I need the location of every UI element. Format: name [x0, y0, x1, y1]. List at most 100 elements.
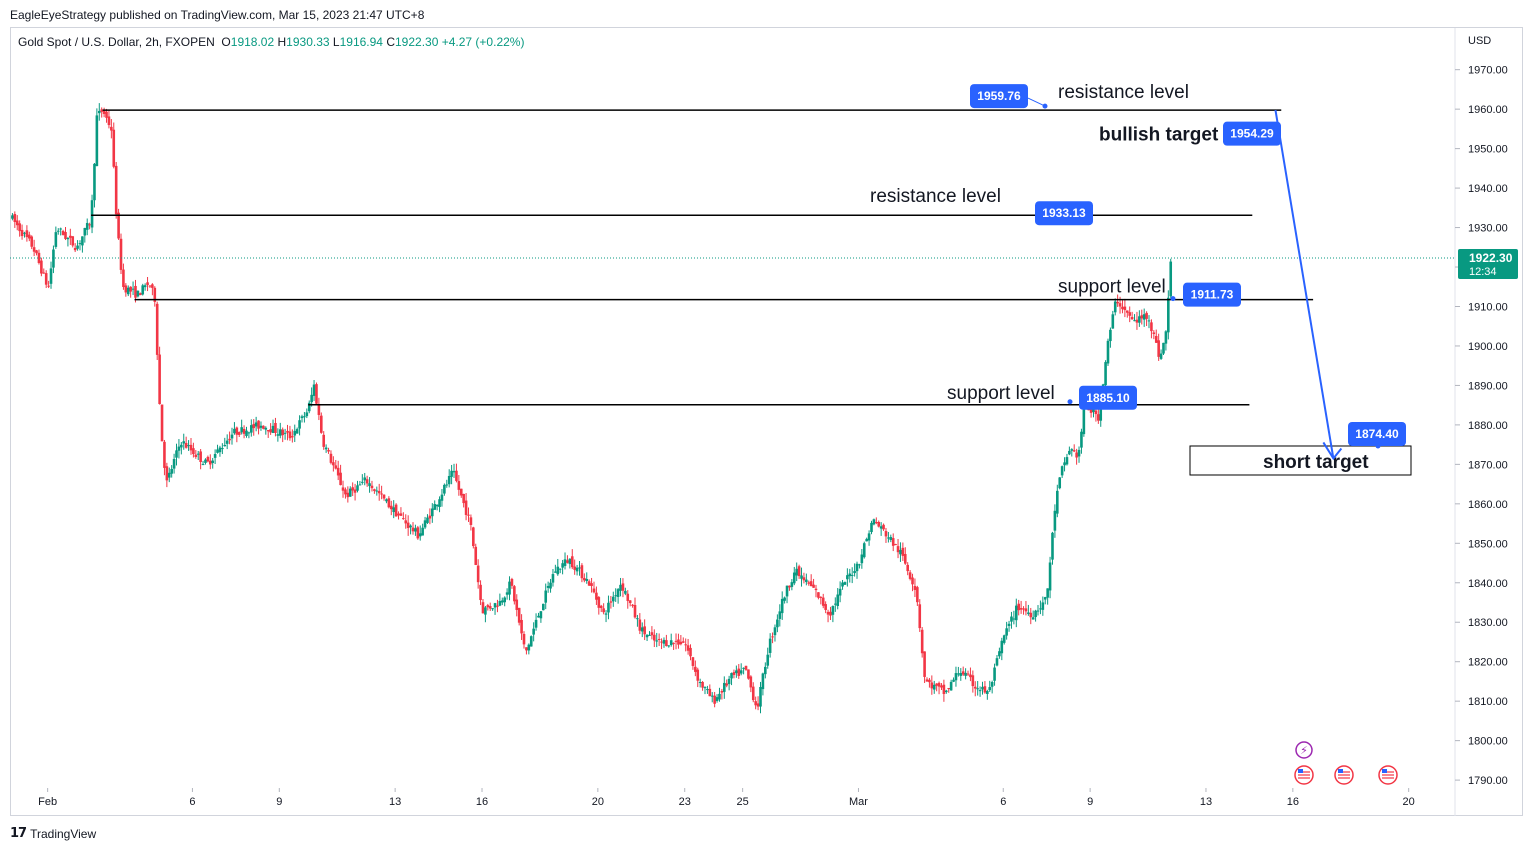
candle-body: [23, 232, 26, 234]
candle-body: [1159, 353, 1163, 359]
candle-body: [165, 466, 169, 481]
candle-body: [821, 597, 825, 606]
candle-body: [153, 287, 157, 302]
candle-body: [228, 438, 231, 441]
candle-body: [602, 608, 605, 613]
candle-body: [1046, 588, 1049, 598]
candle-body: [1068, 450, 1071, 455]
resistance-2-badge-label: 1933.13: [1042, 206, 1086, 220]
candle-body: [988, 687, 992, 691]
candle-body: [414, 528, 417, 532]
candle-body: [213, 454, 217, 458]
candle-body: [1140, 315, 1144, 319]
candle-body: [549, 582, 552, 589]
candle-body: [875, 522, 878, 524]
candle-body: [677, 639, 680, 645]
candle-body: [1063, 462, 1066, 466]
candle-body: [575, 567, 579, 572]
candle-body: [858, 564, 861, 566]
candle-body: [778, 611, 782, 619]
candle-body: [1053, 510, 1057, 531]
candle-body: [628, 600, 632, 604]
candle-body: [418, 533, 422, 537]
x-tick-label: Mar: [849, 796, 868, 808]
candle-body: [901, 547, 905, 556]
candle-body: [18, 223, 21, 232]
candle-body: [834, 603, 837, 605]
candle-body: [334, 465, 338, 469]
candle-body: [271, 425, 275, 433]
resistance-1-badge: [970, 84, 1028, 109]
candle-body: [199, 451, 202, 462]
candle-body: [879, 526, 883, 529]
candle-body: [882, 524, 885, 530]
candle-body: [97, 110, 101, 114]
candle-body: [945, 690, 948, 693]
candle-body: [814, 588, 818, 591]
candle-body: [126, 287, 130, 295]
candle-body: [964, 672, 967, 676]
candle-body: [949, 681, 953, 691]
candle-body: [158, 354, 161, 405]
candle-body: [262, 425, 265, 429]
candle-body: [850, 574, 854, 576]
candle-body: [353, 489, 357, 493]
candle-body: [891, 538, 895, 546]
candle-body: [1070, 449, 1074, 451]
candle-body: [143, 285, 147, 288]
candle-body: [585, 578, 589, 581]
candle-body: [28, 234, 31, 239]
candle-body: [433, 504, 437, 510]
candle-body: [657, 638, 661, 640]
candle-body: [751, 686, 755, 701]
candle-body: [551, 574, 555, 583]
candle-body: [722, 682, 726, 692]
candle-body: [160, 404, 164, 442]
tradingview-brand[interactable]: 17 TradingView: [10, 826, 96, 841]
candle-body: [368, 483, 371, 487]
symbol-name: Gold Spot / U.S. Dollar, 2h, FXOPEN: [18, 35, 215, 49]
last-price-badge: [1458, 248, 1518, 279]
candle-body: [913, 586, 917, 590]
candle-body: [826, 611, 830, 615]
candle-body: [558, 568, 562, 570]
candle-body: [503, 597, 506, 603]
candle-body: [406, 522, 410, 529]
y-tick-label: 1900.00: [1468, 341, 1508, 353]
candle-body: [187, 445, 190, 447]
candle-body: [853, 571, 856, 574]
candle-body: [375, 490, 379, 492]
candle-body: [1002, 635, 1006, 643]
candle-body: [604, 613, 608, 615]
candle-body: [389, 505, 393, 510]
resistance-1-badge-label: 1959.76: [977, 89, 1021, 103]
candle-body: [686, 645, 690, 651]
candle-body: [1058, 477, 1062, 489]
candle-body: [908, 572, 912, 579]
candle-body: [88, 224, 91, 226]
candle-body: [474, 546, 478, 565]
candle-body: [691, 657, 695, 666]
candle-body: [15, 220, 19, 226]
brand-name: TradingView: [30, 826, 97, 841]
candle-body: [792, 572, 796, 584]
candle-body: [554, 571, 557, 573]
candle-body: [797, 566, 801, 577]
candle-body: [1019, 608, 1023, 610]
candle-body: [324, 447, 328, 450]
candle-body: [278, 429, 282, 436]
candle-body: [122, 269, 125, 287]
candle-body: [276, 434, 280, 436]
candle-body: [561, 563, 564, 568]
candle-body: [899, 549, 902, 555]
candle-body: [665, 640, 668, 647]
candle-body: [307, 402, 311, 412]
candle-body: [542, 603, 545, 611]
candle-body: [648, 634, 651, 636]
candle-body: [124, 285, 128, 293]
candle-body: [52, 249, 55, 268]
candle-body: [242, 428, 246, 434]
candle-body: [667, 645, 671, 647]
candle-body: [201, 464, 205, 466]
